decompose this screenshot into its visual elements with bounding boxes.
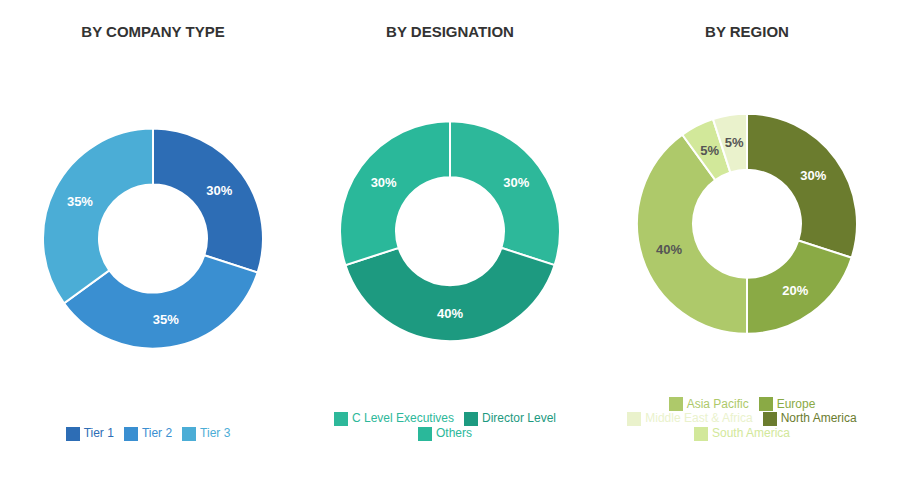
html-text:Middle East & Africa: Middle East & Africa: [645, 411, 753, 426]
html-text:BY COMPANY TYPE: BY COMPANY TYPE: [81, 23, 225, 40]
svg-text:30%: 30%: [503, 175, 529, 190]
html-text:South America: South America: [712, 426, 790, 441]
html-text:BY DESIGNATION: BY DESIGNATION: [386, 23, 514, 40]
svg-text:30%: 30%: [206, 183, 232, 198]
svg-text:5%: 5%: [700, 143, 719, 158]
html-text:Others: Others: [436, 426, 472, 441]
html-text:Director Level: Director Level: [482, 411, 556, 426]
svg-text:20%: 20%: [782, 283, 808, 298]
html-text:BY REGION: BY REGION: [705, 23, 789, 40]
html-text:C Level Executives: C Level Executives: [352, 411, 454, 426]
html-text:Europe: Europe: [776, 396, 816, 411]
html-text:Tier 2: Tier 2: [141, 426, 173, 441]
svg-text:30%: 30%: [800, 168, 826, 183]
svg-text:35%: 35%: [153, 312, 179, 327]
html-text:Tier 1: Tier 1: [83, 426, 114, 441]
svg-text:30%: 30%: [371, 175, 397, 190]
html-text:North America: North America: [780, 411, 857, 426]
html-text:Asia Pacific: Asia Pacific: [686, 396, 749, 411]
html-text:Tier 3: Tier 3: [200, 426, 231, 441]
svg-text:40%: 40%: [656, 242, 682, 257]
svg-text:35%: 35%: [67, 194, 93, 209]
svg-text:40%: 40%: [437, 306, 463, 321]
svg-text:5%: 5%: [725, 135, 744, 150]
